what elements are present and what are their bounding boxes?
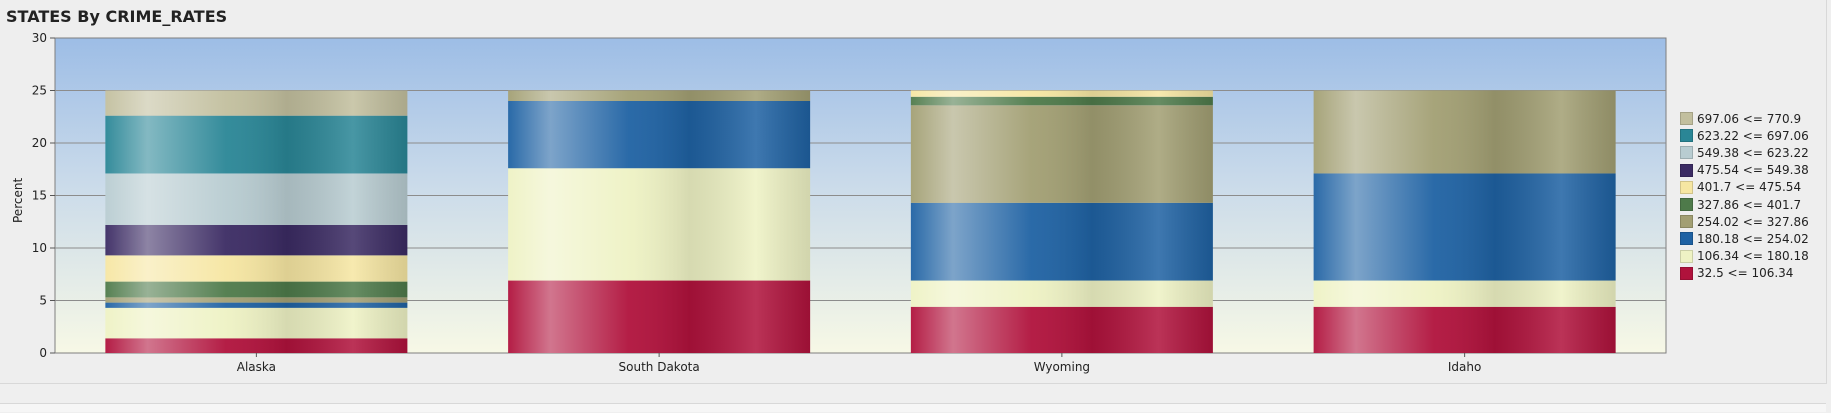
y-tick-label: 15 (32, 189, 47, 203)
x-tick-label: Idaho (1448, 360, 1481, 374)
legend-label: 254.02 <= 327.86 (1697, 214, 1809, 229)
legend-item: 549.38 <= 623.22 (1680, 144, 1809, 161)
bar-segment-shading (1313, 306, 1616, 353)
bar-segment-shading (910, 306, 1213, 353)
bar-segment-shading (105, 115, 408, 174)
bar-segment-shading (1313, 173, 1616, 281)
legend-swatch (1680, 146, 1693, 160)
legend-swatch (1680, 266, 1693, 280)
legend-label: 106.34 <= 180.18 (1697, 249, 1809, 264)
legend-item: 254.02 <= 327.86 (1680, 213, 1809, 230)
legend-swatch (1680, 112, 1693, 126)
bar-segment-shading (910, 96, 1213, 106)
legend-label: 697.06 <= 770.9 (1697, 111, 1802, 126)
bar-segment-shading (105, 307, 408, 339)
y-tick-label: 5 (39, 294, 47, 308)
legend-label: 623.22 <= 697.06 (1697, 128, 1809, 143)
bar-segment-shading (105, 90, 408, 116)
legend-label: 32.5 <= 106.34 (1697, 266, 1794, 281)
bar-segment-shading (105, 302, 408, 308)
y-tick-label: 25 (32, 84, 47, 98)
legend-swatch (1680, 129, 1693, 143)
legend-swatch (1680, 198, 1693, 212)
stacked-bar-chart: 0 5 10 15 20 25 30 Alaska South Dakota Wyoming Ida… (32, 31, 1667, 374)
scroll-strip (0, 403, 1826, 412)
legend-label: 475.54 <= 549.38 (1697, 163, 1809, 178)
x-tick-label: South Dakota (619, 360, 700, 374)
legend-item: 401.7 <= 475.54 (1680, 179, 1809, 196)
legend-item: 475.54 <= 549.38 (1680, 162, 1809, 179)
legend-item: 623.22 <= 697.06 (1680, 127, 1809, 144)
bar-segment-shading (105, 338, 408, 353)
bar-segment-shading (1313, 280, 1616, 307)
bar-segment-shading (1313, 90, 1616, 174)
legend-swatch (1680, 215, 1693, 229)
legend-label: 327.86 <= 401.7 (1697, 197, 1802, 212)
bar-segment-shading (910, 105, 1213, 203)
legend-swatch (1680, 232, 1693, 246)
legend-swatch (1680, 249, 1693, 263)
x-tick-label: Wyoming (1034, 360, 1090, 374)
bar-segment-shading (508, 280, 811, 353)
legend-label: 180.18 <= 254.02 (1697, 231, 1809, 246)
y-tick-label: 0 (39, 346, 47, 360)
y-tick-label: 20 (32, 136, 47, 150)
y-tick-label: 30 (32, 31, 47, 45)
bar-segment-shading (508, 101, 811, 169)
bar-segment-shading (508, 168, 811, 281)
bar-segment-shading (105, 224, 408, 256)
bar-segment-shading (910, 280, 1213, 307)
legend-item: 697.06 <= 770.9 (1680, 110, 1809, 127)
legend-item: 106.34 <= 180.18 (1680, 248, 1809, 265)
legend-swatch (1680, 180, 1693, 194)
bar-segment-shading (105, 173, 408, 225)
chart-title: STATES By CRIME_RATES (6, 7, 228, 26)
bar-segment-shading (105, 255, 408, 282)
legend-label: 401.7 <= 475.54 (1697, 180, 1802, 195)
legend-label: 549.38 <= 623.22 (1697, 145, 1809, 160)
legend-item: 180.18 <= 254.02 (1680, 230, 1809, 247)
y-tick-label: 10 (32, 241, 47, 255)
legend-item: 32.5 <= 106.34 (1680, 265, 1809, 282)
bar-segment-shading (910, 90, 1213, 97)
bar-segment-shading (105, 297, 408, 303)
chart-panel: STATES By CRIME_RATES Percent 0 5 10 15 20 25… (0, 0, 1827, 384)
bar-segment-shading (910, 202, 1213, 281)
legend-swatch (1680, 163, 1693, 177)
legend: 697.06 <= 770.9 623.22 <= 697.06 549.38 <=… (1680, 110, 1809, 282)
legend-item: 327.86 <= 401.7 (1680, 196, 1809, 213)
bar-segment-shading (508, 90, 811, 101)
bar-segment-shading (105, 281, 408, 298)
x-tick-label: Alaska (237, 360, 276, 374)
